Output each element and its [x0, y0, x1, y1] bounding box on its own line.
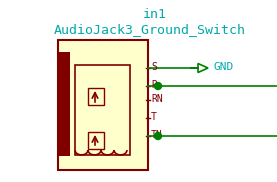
Text: R: R [151, 80, 157, 90]
Bar [58, 52, 70, 156]
Text: AudioJack3_Ground_Switch: AudioJack3_Ground_Switch [54, 23, 246, 37]
Text: GND: GND [213, 62, 233, 72]
Circle shape [155, 82, 161, 90]
Bar [88, 88, 104, 105]
Circle shape [155, 132, 161, 139]
Text: T: T [151, 112, 157, 122]
Text: RN: RN [151, 94, 163, 104]
Bar [88, 132, 104, 149]
Text: in1: in1 [143, 7, 167, 21]
Bar [75, 65, 130, 155]
Text: TN: TN [151, 130, 163, 140]
Bar [58, 40, 148, 170]
Text: S: S [151, 62, 157, 72]
